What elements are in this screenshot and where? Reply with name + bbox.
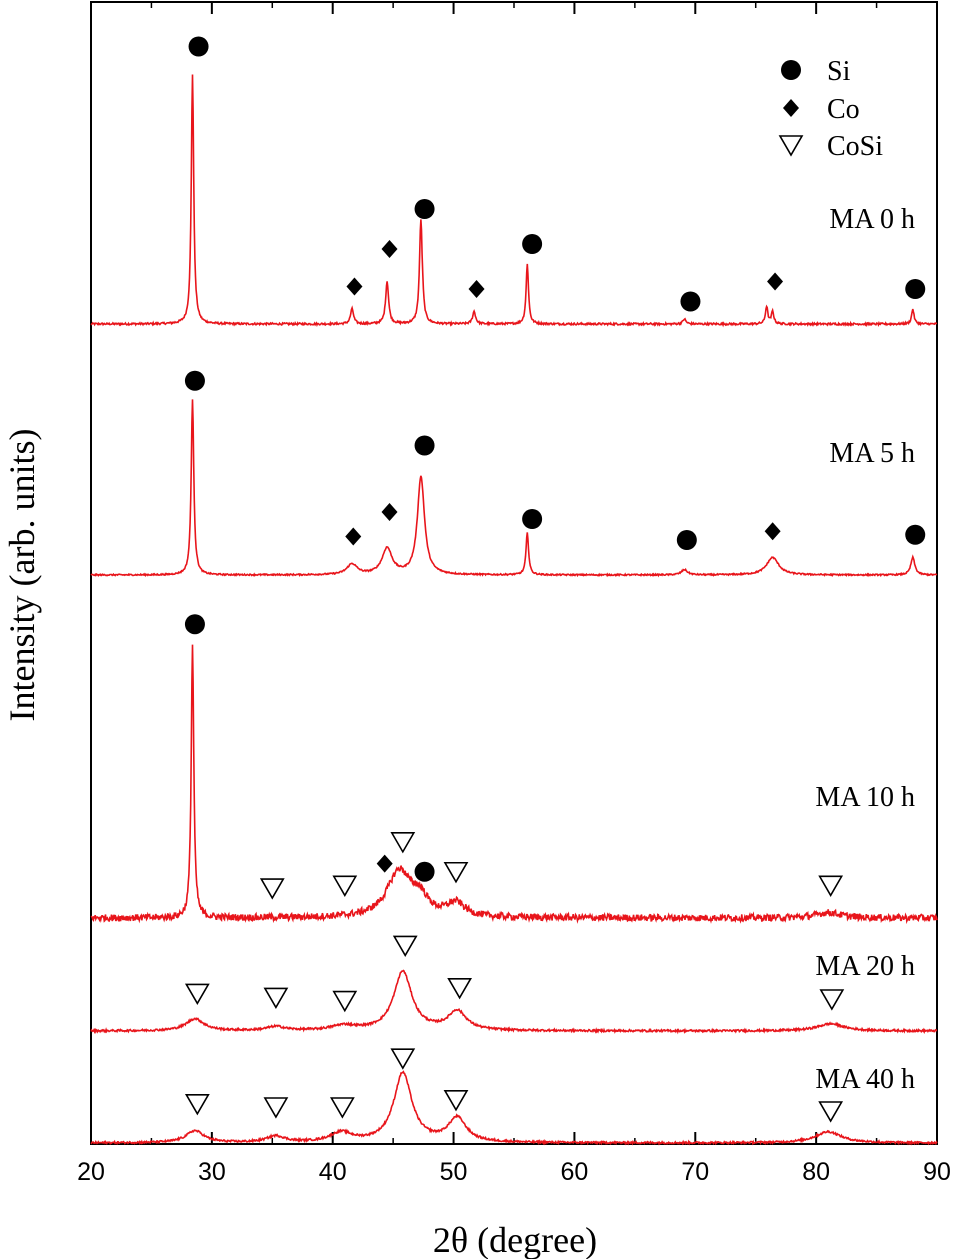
series-group bbox=[90, 74, 938, 1146]
x-tick-label-70: 70 bbox=[681, 1158, 709, 1186]
cosi-marker-icon bbox=[332, 990, 358, 1013]
si-marker-icon bbox=[522, 234, 543, 254]
co-marker-icon bbox=[381, 503, 398, 521]
series-label: MA 10 h bbox=[815, 782, 915, 813]
cosi-marker-icon bbox=[184, 983, 210, 1005]
si-marker-icon bbox=[522, 509, 543, 529]
cosi-marker-icon bbox=[819, 989, 845, 1011]
x-tick-label-40: 40 bbox=[319, 1158, 347, 1186]
co-marker-icon bbox=[783, 99, 799, 117]
cosi-marker-icon bbox=[778, 135, 804, 157]
x-tick-label-80: 80 bbox=[802, 1158, 830, 1186]
si-marker-icon bbox=[414, 199, 435, 219]
series-line-4 bbox=[90, 969, 938, 1035]
cosi-marker-icon bbox=[443, 1090, 469, 1112]
series-line-3 bbox=[90, 644, 938, 925]
si-marker-icon bbox=[414, 435, 435, 456]
x-tick-label-30: 30 bbox=[198, 1158, 226, 1186]
si-marker-icon bbox=[680, 291, 701, 312]
co-marker-icon bbox=[381, 240, 398, 258]
si-marker-icon bbox=[676, 530, 697, 550]
co-marker-icon bbox=[376, 854, 393, 873]
si-marker-icon bbox=[184, 370, 205, 391]
cosi-marker-icon bbox=[259, 878, 285, 900]
cosi-marker-icon bbox=[443, 861, 469, 884]
co-marker-icon bbox=[345, 527, 362, 546]
cosi-marker-icon bbox=[447, 977, 473, 1000]
cosi-marker-icon bbox=[332, 875, 358, 897]
series-label: MA 40 h bbox=[815, 1064, 915, 1095]
x-tick-label-50: 50 bbox=[440, 1158, 468, 1186]
legend-label-cosi: CoSi bbox=[827, 131, 883, 162]
phase-markers bbox=[184, 36, 926, 1123]
co-marker-icon bbox=[468, 280, 485, 298]
series-line-2 bbox=[90, 399, 938, 578]
co-marker-icon bbox=[767, 272, 784, 291]
si-marker-icon bbox=[414, 861, 435, 882]
co-marker-icon bbox=[346, 277, 363, 296]
cosi-marker-icon bbox=[329, 1097, 355, 1119]
series-label: MA 0 h bbox=[829, 204, 915, 235]
series-line-5 bbox=[90, 1070, 938, 1146]
cosi-marker-icon bbox=[390, 832, 416, 854]
si-marker-icon bbox=[184, 614, 205, 635]
co-marker-icon bbox=[764, 522, 781, 541]
series-line-1 bbox=[90, 74, 937, 328]
legend-label-si: Si bbox=[827, 56, 851, 87]
cosi-marker-icon bbox=[263, 987, 289, 1009]
legend-label-co: Co bbox=[827, 94, 860, 125]
series-label: MA 5 h bbox=[829, 438, 915, 469]
x-tick-label-60: 60 bbox=[561, 1158, 589, 1186]
si-marker-icon bbox=[188, 36, 209, 57]
x-tick-label-20: 20 bbox=[77, 1158, 105, 1186]
cosi-marker-icon bbox=[818, 1101, 844, 1123]
x-axis-ticks: 20 30 40 50 60 70 80 90 bbox=[77, 2, 951, 1186]
cosi-marker-icon bbox=[390, 1048, 416, 1070]
y-axis-label: Intensity (arb. units) bbox=[2, 429, 42, 722]
series-labels: MA 0 h MA 5 h MA 10 h MA 20 h MA 40 h bbox=[815, 204, 915, 1095]
x-axis-label: 2θ (degree) bbox=[433, 1220, 597, 1259]
cosi-marker-icon bbox=[263, 1097, 289, 1119]
legend: Si Co CoSi bbox=[778, 56, 883, 162]
si-marker-icon bbox=[781, 60, 801, 80]
series-label: MA 20 h bbox=[815, 951, 915, 982]
cosi-marker-icon bbox=[392, 935, 418, 957]
cosi-marker-icon bbox=[184, 1094, 210, 1116]
x-tick-label-90: 90 bbox=[923, 1158, 951, 1186]
si-marker-icon bbox=[905, 279, 926, 299]
cosi-marker-icon bbox=[818, 875, 844, 897]
si-marker-icon bbox=[905, 524, 926, 545]
